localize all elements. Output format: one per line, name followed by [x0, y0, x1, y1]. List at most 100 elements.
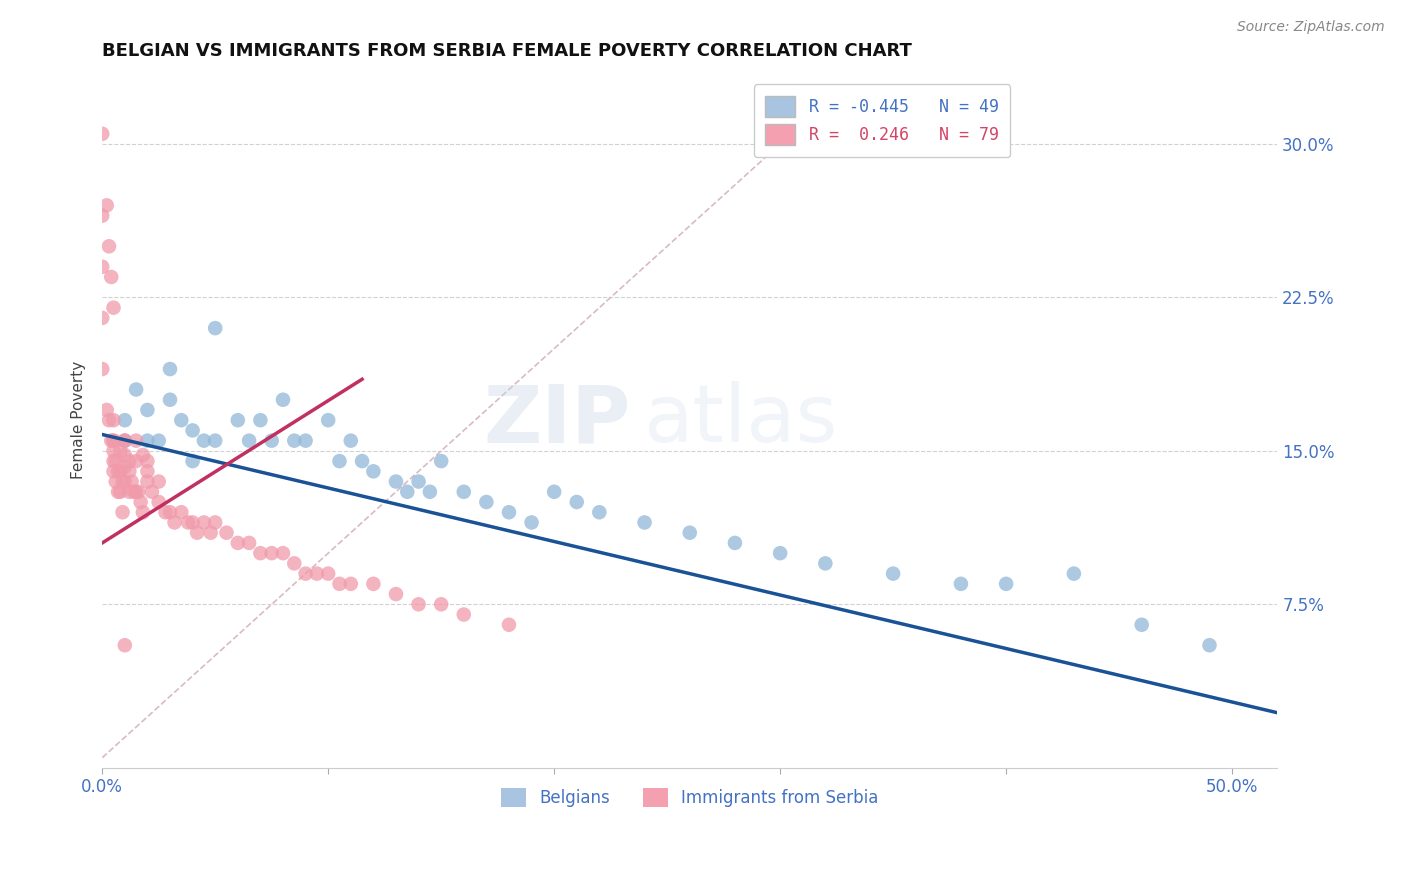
Point: [118, 484, 141, 499]
Point: [91, 310, 114, 325]
Point: [107, 464, 129, 478]
Point: [148, 434, 170, 448]
Point: [769, 546, 792, 560]
Point: [111, 475, 134, 489]
Point: [204, 321, 226, 335]
Point: [103, 454, 125, 468]
Point: [170, 505, 193, 519]
Point: [430, 597, 453, 611]
Point: [125, 454, 148, 468]
Point: [91, 260, 114, 274]
Text: atlas: atlas: [643, 381, 837, 459]
Point: [408, 475, 430, 489]
Point: [475, 495, 498, 509]
Point: [283, 557, 305, 571]
Point: [238, 434, 260, 448]
Point: [114, 413, 136, 427]
Point: [114, 448, 136, 462]
Point: [125, 383, 148, 397]
Point: [419, 484, 441, 499]
Point: [125, 434, 148, 448]
Point: [136, 464, 159, 478]
Point: [159, 392, 181, 407]
Point: [385, 475, 408, 489]
Point: [121, 475, 143, 489]
Point: [129, 495, 152, 509]
Text: BELGIAN VS IMMIGRANTS FROM SERBIA FEMALE POVERTY CORRELATION CHART: BELGIAN VS IMMIGRANTS FROM SERBIA FEMALE…: [103, 42, 912, 60]
Point: [136, 454, 159, 468]
Point: [565, 495, 588, 509]
Point: [995, 577, 1018, 591]
Point: [181, 424, 204, 438]
Point: [100, 270, 122, 285]
Point: [91, 362, 114, 376]
Point: [186, 525, 208, 540]
Point: [328, 577, 350, 591]
Point: [98, 239, 121, 253]
Point: [110, 484, 132, 499]
Point: [679, 525, 702, 540]
Point: [408, 597, 430, 611]
Point: [104, 475, 127, 489]
Point: [588, 505, 610, 519]
Point: [122, 484, 145, 499]
Point: [103, 434, 125, 448]
Text: ZIP: ZIP: [484, 381, 631, 459]
Point: [98, 413, 121, 427]
Point: [132, 448, 155, 462]
Point: [949, 577, 972, 591]
Point: [103, 464, 125, 478]
Point: [193, 516, 215, 530]
Point: [114, 460, 136, 475]
Point: [271, 546, 294, 560]
Point: [136, 475, 159, 489]
Point: [204, 434, 226, 448]
Point: [453, 484, 475, 499]
Point: [91, 209, 114, 223]
Point: [328, 454, 350, 468]
Point: [148, 475, 170, 489]
Point: [498, 505, 520, 519]
Legend: Belgians, Immigrants from Serbia: Belgians, Immigrants from Serbia: [492, 780, 887, 815]
Point: [148, 495, 170, 509]
Point: [294, 434, 316, 448]
Point: [249, 413, 271, 427]
Point: [453, 607, 475, 622]
Point: [181, 454, 204, 468]
Point: [127, 484, 149, 499]
Point: [103, 301, 125, 315]
Point: [91, 127, 114, 141]
Text: Source: ZipAtlas.com: Source: ZipAtlas.com: [1237, 20, 1385, 34]
Point: [96, 403, 118, 417]
Point: [107, 484, 129, 499]
Point: [260, 434, 283, 448]
Point: [110, 443, 132, 458]
Point: [814, 557, 837, 571]
Point: [543, 484, 565, 499]
Point: [96, 198, 118, 212]
Point: [339, 577, 361, 591]
Point: [1198, 638, 1220, 652]
Point: [159, 505, 181, 519]
Point: [226, 536, 249, 550]
Point: [1130, 617, 1153, 632]
Point: [316, 566, 339, 581]
Point: [114, 434, 136, 448]
Point: [633, 516, 655, 530]
Point: [104, 454, 127, 468]
Point: [136, 434, 159, 448]
Point: [111, 505, 134, 519]
Point: [520, 516, 543, 530]
Point: [125, 484, 148, 499]
Point: [118, 464, 141, 478]
Point: [316, 413, 339, 427]
Point: [215, 525, 238, 540]
Point: [110, 464, 132, 478]
Point: [339, 434, 361, 448]
Point: [396, 484, 419, 499]
Point: [352, 454, 374, 468]
Point: [260, 546, 283, 560]
Point: [163, 516, 186, 530]
Point: [204, 516, 226, 530]
Point: [114, 434, 136, 448]
